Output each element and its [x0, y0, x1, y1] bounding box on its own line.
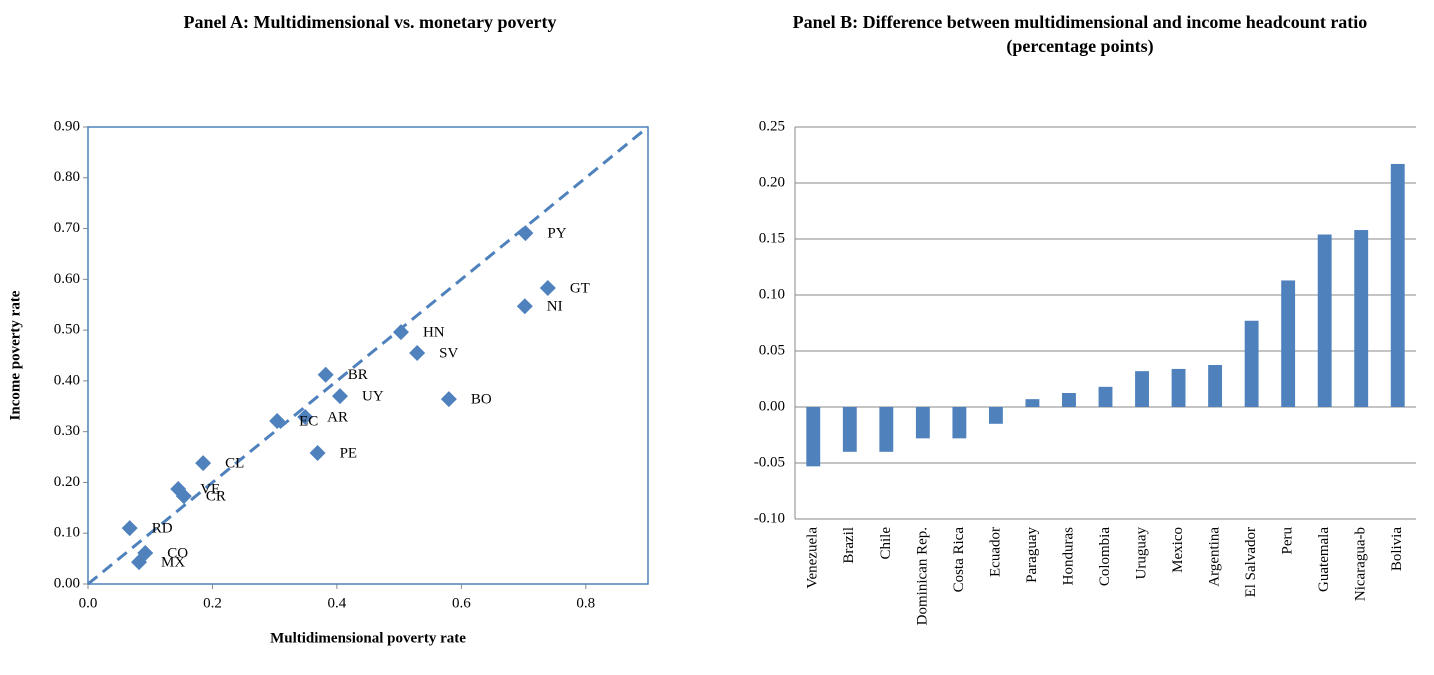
point-label: AR [327, 409, 348, 425]
point [269, 413, 286, 430]
x-tick-label: Honduras [1060, 527, 1076, 585]
x-tick-label: Uruguay [1133, 527, 1149, 580]
x-tick-label: Argentina [1207, 527, 1223, 587]
y-tick-label: 0.60 [54, 271, 80, 287]
bar [1281, 280, 1296, 407]
point-label: GT [570, 280, 590, 296]
y-tick-label: 0.30 [54, 423, 80, 439]
x-tick-label: 0.4 [328, 595, 347, 611]
point-label: VE [200, 481, 220, 497]
point [409, 344, 426, 361]
x-tick-label: Paraguay [1024, 527, 1040, 583]
point-label: SV [439, 345, 458, 361]
y-tick-label: 0.20 [54, 474, 80, 490]
point-label: RD [152, 521, 173, 537]
x-tick-label: Costa Rica [951, 527, 967, 593]
bar [842, 407, 857, 452]
x-tick-label: Colombia [1097, 527, 1113, 587]
point-label: CL [225, 456, 244, 472]
point [121, 520, 138, 537]
y-tick-label: 0.50 [54, 322, 80, 338]
y-tick-label: 0.15 [759, 230, 785, 246]
bar [915, 407, 930, 439]
point [131, 554, 148, 571]
bar [879, 407, 894, 452]
point [317, 366, 334, 383]
bar [1354, 230, 1369, 407]
x-tick-label: 0.8 [576, 595, 595, 611]
bar [806, 407, 821, 467]
point [309, 444, 326, 461]
x-tick-label: 0.6 [452, 595, 471, 611]
point [175, 488, 192, 505]
y-tick-label: 0.05 [759, 342, 785, 358]
bar [1062, 393, 1076, 407]
y-tick-label: 0.00 [54, 575, 80, 591]
point-label: CO [167, 545, 188, 561]
x-tick-label: Peru [1280, 527, 1296, 555]
bar [1208, 365, 1223, 407]
point-label: PY [547, 226, 566, 242]
point-label: EC [299, 413, 318, 429]
y-tick-label: 0.25 [759, 118, 785, 134]
point [392, 324, 409, 341]
bar [1098, 386, 1113, 407]
x-tick-label: Venezuela [805, 527, 821, 589]
x-tick-label: Chile [878, 527, 894, 560]
point-label: CR [206, 489, 226, 505]
x-tick-label: Bolivia [1389, 527, 1405, 572]
point [440, 391, 457, 408]
point-label: PE [340, 445, 358, 461]
bar [952, 407, 967, 439]
x-axis-title: Multidimensional poverty rate [270, 630, 466, 646]
y-axis-title: Income poverty rate [7, 290, 23, 420]
bar [1135, 371, 1149, 407]
point-label: BR [348, 367, 368, 383]
chart-title: Panel A: Multidimensional vs. monetary p… [183, 12, 557, 32]
y-tick-label: 0.90 [54, 118, 80, 134]
point [539, 279, 556, 296]
point [516, 298, 533, 315]
point-label: HN [423, 325, 445, 341]
title-text: Panel B: Difference between multidimensi… [792, 12, 1368, 32]
x-tick-label: Brazil [841, 527, 857, 564]
y-tick-label: 0.80 [54, 169, 80, 185]
bar [1171, 368, 1186, 407]
x-tick-label: 0.2 [203, 595, 222, 611]
point [517, 225, 534, 242]
point-label: UY [362, 389, 384, 405]
x-tick-label: El Salvador [1243, 527, 1259, 597]
y-tick-label: 0.40 [54, 372, 80, 388]
chart-title: Panel B: Difference between multidimensi… [735, 10, 1425, 58]
point [297, 408, 314, 425]
y-tick-label: -0.05 [754, 454, 785, 470]
bar [1025, 399, 1040, 407]
x-tick-label: Guatemala [1316, 527, 1332, 592]
bar [1390, 163, 1405, 407]
x-tick-label: Nicaragua-b [1353, 527, 1369, 601]
plot-border [87, 126, 649, 585]
y-tick-label: 0.20 [759, 174, 785, 190]
bar [988, 407, 1003, 424]
point [195, 455, 212, 472]
bar [1317, 234, 1332, 407]
x-tick-label: Mexico [1170, 527, 1186, 573]
y-tick-label: 0.10 [759, 286, 785, 302]
y-tick-label: 0.10 [54, 525, 80, 541]
y-tick-label: 0.70 [54, 220, 80, 236]
bar [1244, 320, 1259, 407]
point-label: NI [547, 299, 563, 315]
x-tick-label: Ecuador [987, 527, 1003, 577]
subtitle: (percentage points) [1006, 36, 1154, 56]
point-label: BO [471, 392, 492, 408]
point [332, 388, 348, 405]
x-tick-label: 0.0 [79, 595, 98, 611]
y-tick-label: -0.10 [754, 510, 785, 526]
y-tick-label: 0.00 [759, 398, 785, 414]
point-label: MX [161, 555, 185, 571]
reference-line [87, 125, 649, 586]
x-tick-label: Dominican Rep. [914, 527, 930, 625]
